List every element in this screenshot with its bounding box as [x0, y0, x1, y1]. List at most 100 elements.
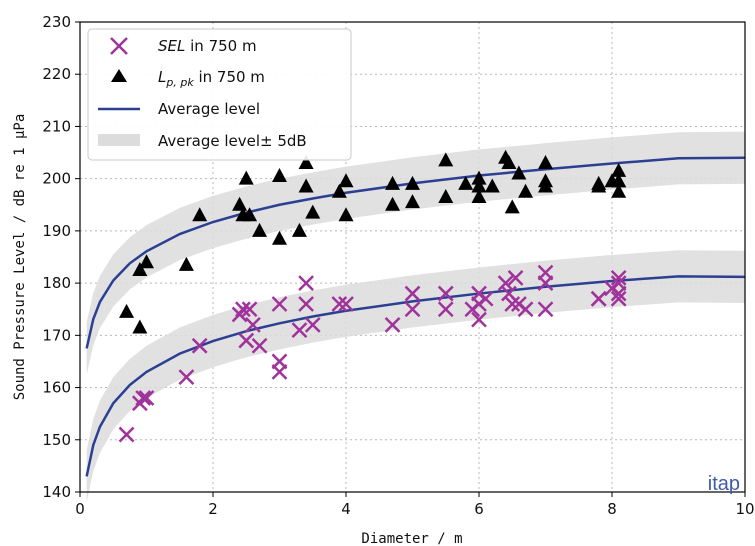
confidence-bands — [86, 131, 745, 503]
sel-point-stroke — [477, 290, 494, 307]
sel-point-stroke — [238, 332, 255, 349]
sel-point — [245, 317, 261, 333]
sel-point — [298, 275, 314, 291]
lppk-point — [501, 155, 517, 169]
lppk-point — [405, 194, 420, 209]
y-tick-label: 150 — [42, 431, 71, 449]
sel-point-stroke — [271, 296, 288, 312]
lppk-point — [385, 196, 401, 211]
sel-point-stroke — [191, 337, 208, 354]
sel-point — [497, 275, 514, 291]
sel-point-stroke — [298, 296, 314, 312]
sel-point-stroke — [437, 301, 454, 318]
lppk-point — [484, 178, 500, 193]
lppk-point — [238, 170, 254, 185]
sel-point-stroke — [135, 390, 152, 406]
y-ticks: 140 150 160 170 180 190 200 210 220 230 — [42, 13, 80, 501]
y-tick-label: 160 — [42, 379, 71, 397]
lppk-point — [119, 303, 135, 318]
sel-point-stroke — [291, 322, 308, 338]
sel-point-stroke — [504, 296, 521, 312]
lppk-point — [458, 175, 474, 190]
sel-point — [610, 285, 627, 302]
lppk-point — [511, 165, 527, 180]
y-tick-label: 190 — [42, 222, 71, 240]
sel-point-stroke — [241, 301, 258, 318]
lppk-point — [438, 188, 454, 203]
sel-point — [235, 301, 251, 318]
lppk-point — [139, 254, 154, 269]
lppk-point — [132, 319, 148, 334]
sel-point — [304, 317, 321, 333]
y-tick-label: 140 — [42, 483, 71, 501]
x-tick-label: 8 — [607, 500, 617, 518]
sel-point — [241, 301, 258, 318]
x-tick-label: 4 — [341, 500, 351, 518]
sel-point-stroke — [404, 285, 421, 302]
sel-point — [271, 296, 288, 312]
sel-point — [404, 285, 421, 302]
x-tick-label: 10 — [735, 500, 754, 518]
itap-watermark: itap — [708, 473, 740, 495]
lppk-point — [338, 207, 354, 222]
sel-point — [238, 332, 255, 349]
x-tick-label: 6 — [474, 500, 484, 518]
sel-point-stroke — [384, 317, 401, 333]
lppk-point — [611, 183, 627, 198]
sel-point — [271, 364, 288, 380]
lppk-point — [611, 173, 627, 188]
lppk-point — [518, 183, 534, 198]
sel-point-stroke — [610, 285, 627, 302]
y-axis-label: Sound Pressure Level / dB re 1 µPa — [12, 114, 28, 401]
sel-point-stroke — [471, 311, 487, 328]
y-tick-label: 220 — [42, 65, 71, 83]
sel-point — [507, 270, 524, 286]
sel-point-stroke — [235, 301, 251, 318]
x-ticks: 0 2 4 6 8 10 — [75, 492, 755, 518]
sel-point — [331, 296, 348, 312]
sel-point-stroke — [338, 296, 354, 312]
sel-point — [338, 296, 354, 312]
lppk-point — [298, 178, 314, 193]
sel-point-stroke — [590, 290, 607, 307]
sel-point-stroke — [251, 337, 268, 354]
sel-point-stroke — [537, 275, 554, 291]
sel-point — [135, 390, 152, 406]
y-tick-label: 180 — [42, 274, 71, 292]
sel-point-stroke — [537, 301, 554, 318]
sel-point — [517, 301, 534, 318]
upper-band — [86, 131, 745, 375]
lppk-point — [178, 256, 194, 271]
legend-band-label: Average level± 5dB — [158, 132, 307, 150]
lppk-point — [538, 173, 553, 188]
lppk-point — [591, 175, 607, 190]
lppk-point — [471, 178, 487, 193]
lppk-point — [272, 168, 287, 183]
lppk-point — [538, 155, 553, 169]
lppk-point — [298, 155, 314, 169]
x-tick-label: 0 — [75, 500, 85, 518]
legend-sel-label: SEL in 750 m — [158, 37, 257, 55]
legend-sel-label-rest: in 750 m — [185, 37, 256, 55]
sel-markers — [118, 264, 627, 443]
sel-point-stroke — [118, 426, 135, 443]
plot-frame — [79, 21, 746, 493]
lppk-point — [232, 196, 248, 211]
lppk-point — [242, 207, 258, 222]
y-tick-label: 170 — [42, 326, 71, 344]
lppk-point — [405, 175, 420, 190]
legend-lppk-label-sub: p, pk — [165, 76, 194, 89]
legend-lppk-label: Lp, pk in 750 m — [158, 68, 265, 89]
legend-sel-marker — [110, 37, 128, 55]
sel-point — [251, 337, 268, 354]
sel-point-stroke — [331, 296, 348, 312]
lppk-point — [611, 162, 627, 177]
x-axis-label: Diameter / m — [361, 531, 462, 546]
lower-average-line — [85, 275, 746, 477]
sel-point-stroke — [507, 270, 524, 286]
legend-band-swatch — [98, 134, 140, 146]
sel-point-stroke — [610, 270, 627, 286]
sel-point — [537, 275, 554, 291]
lppk-point — [305, 204, 321, 219]
legend-lppk-label-main: L — [158, 68, 166, 86]
